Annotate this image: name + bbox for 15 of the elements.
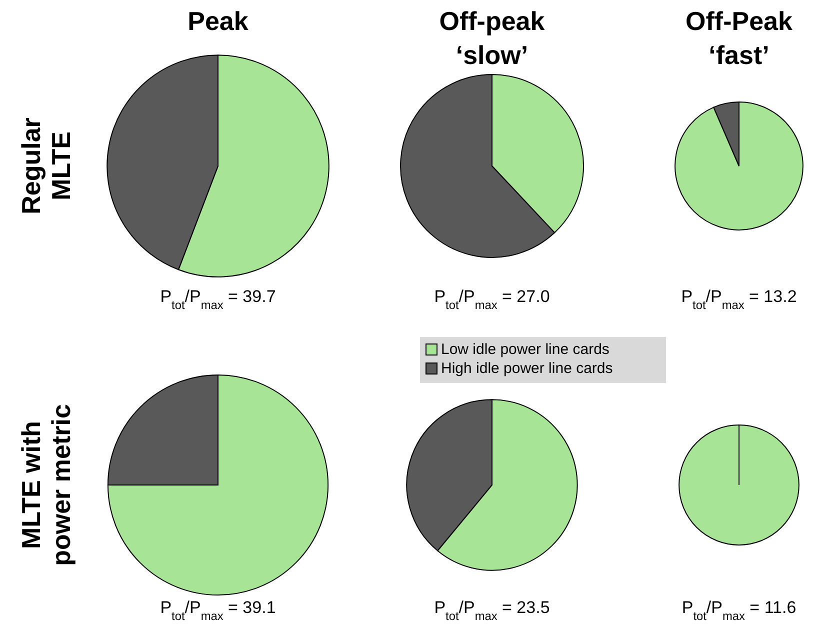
text: P$_{tot}$/P$_{max}$ = 27.0 <box>434 287 550 312</box>
chart-title: Peak <box>188 6 249 36</box>
pie-slice <box>107 374 328 596</box>
chart-title: Off-peak ‘slow’ <box>439 6 546 70</box>
legend-label: High idle power line cards <box>441 360 613 377</box>
pie-slice <box>674 102 804 230</box>
text: P$_{tot}$/P$_{max}$ = 39.1 <box>160 598 276 623</box>
text: P$_{tot}$/P$_{max}$ = 23.5 <box>434 598 550 623</box>
text: Regular MLTE <box>16 118 76 214</box>
text: MLTE with power metric <box>16 404 76 566</box>
text: P$_{tot}$/P$_{max}$ = 13.2 <box>681 287 797 312</box>
chart-title: Off-Peak ‘fast’ <box>686 6 793 70</box>
text: P$_{tot}$/P$_{max}$ = 39.7 <box>160 287 276 312</box>
text: P$_{tot}$/P$_{max}$ = 11.6 <box>682 598 796 623</box>
legend-label: Low idle power line cards <box>441 341 610 358</box>
